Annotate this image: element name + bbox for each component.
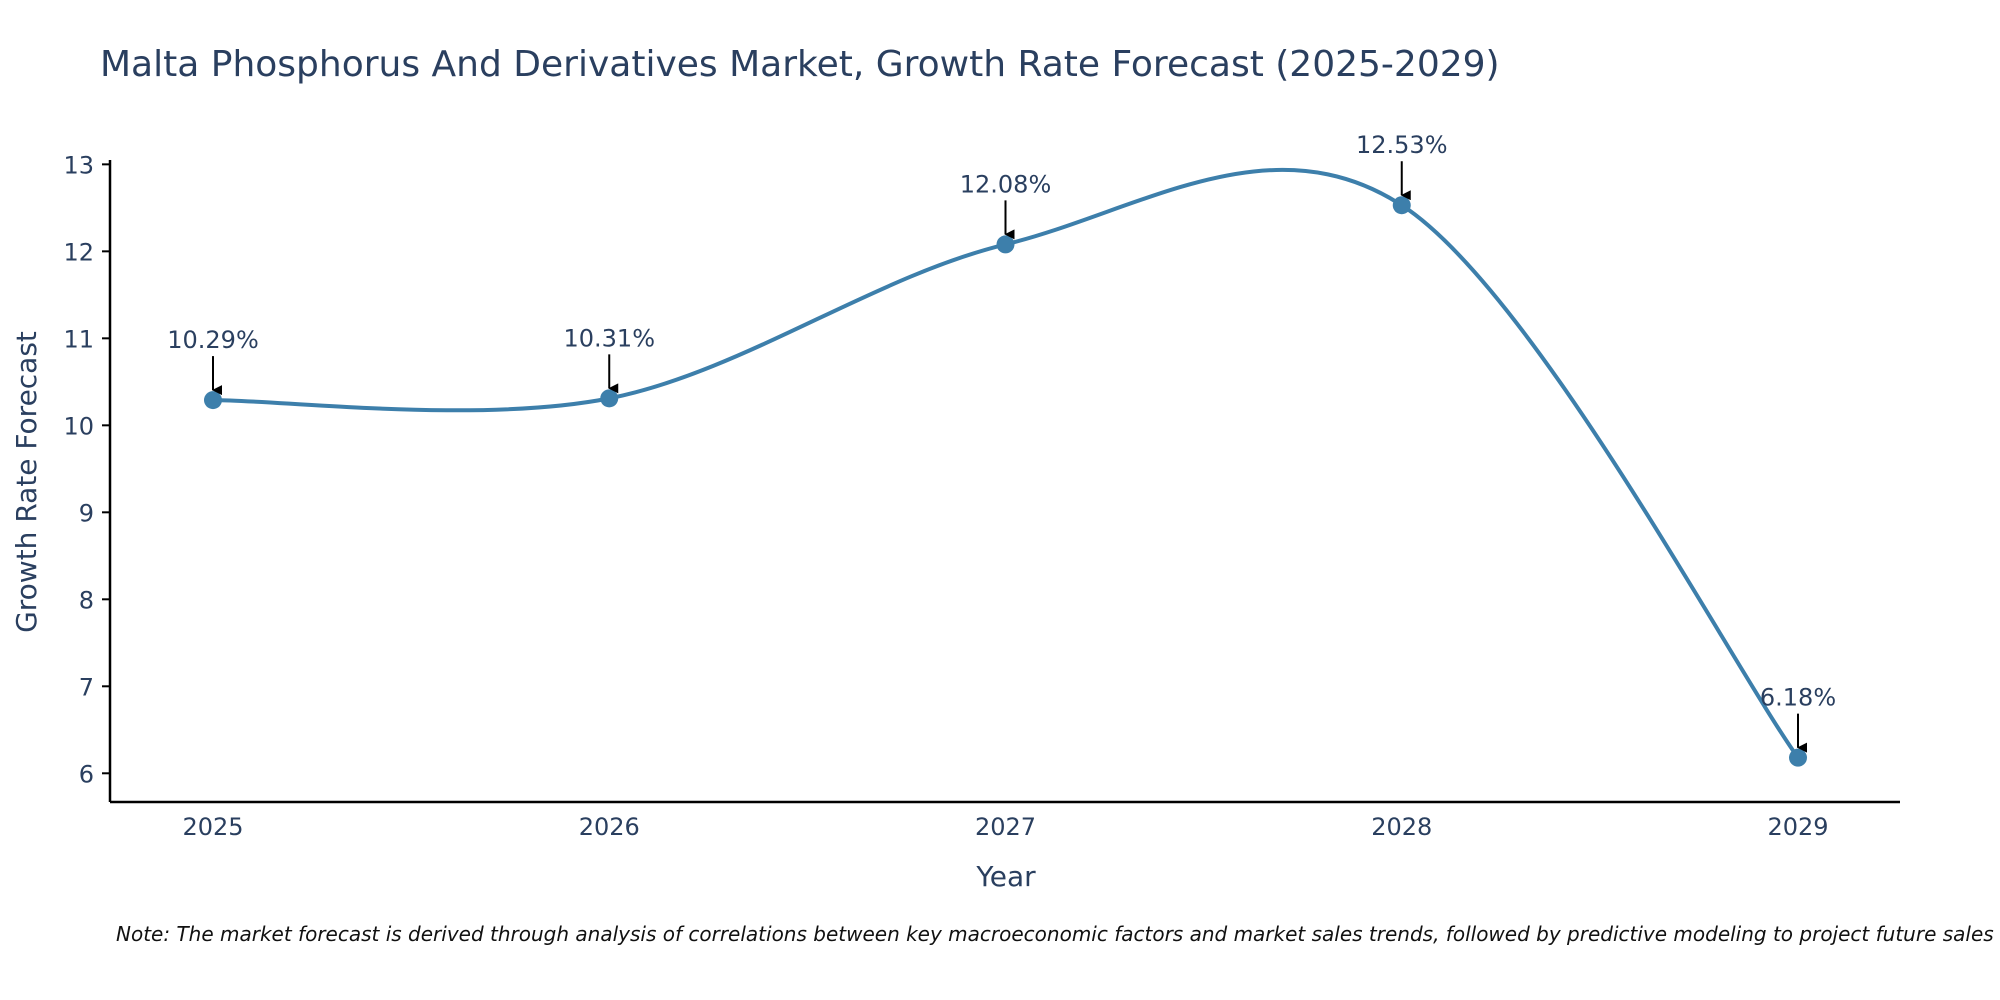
y-tick-label: 6: [79, 760, 94, 788]
y-tick-label: 12: [63, 238, 94, 266]
chart-note: Note: The market forecast is derived thr…: [116, 922, 1994, 946]
data-label: 12.08%: [960, 170, 1052, 198]
data-point-2027[interactable]: [996, 235, 1015, 254]
data-point-2029[interactable]: [1789, 748, 1807, 767]
y-tick-label: 13: [63, 151, 94, 179]
x-axis-title: Year: [975, 860, 1036, 893]
y-tick-label: 8: [79, 586, 94, 614]
x-tick-label: 2025: [182, 813, 243, 841]
y-axis-title: Growth Rate Forecast: [10, 331, 43, 633]
data-label: 10.31%: [563, 324, 655, 352]
x-tick-label: 2026: [579, 813, 640, 841]
chart-title: Malta Phosphorus And Derivatives Market,…: [100, 44, 1500, 85]
y-tick-label: 10: [63, 412, 94, 440]
x-tick-label: 2028: [1371, 813, 1432, 841]
data-point-2025[interactable]: [204, 391, 222, 410]
y-tick-label: 11: [63, 325, 94, 353]
data-point-2028[interactable]: [1392, 196, 1411, 215]
y-tick-label: 7: [79, 673, 94, 701]
data-label: 10.29%: [167, 326, 259, 354]
x-tick-label: 2027: [975, 813, 1036, 841]
data-label: 6.18%: [1760, 684, 1836, 712]
x-tick-label: 2029: [1767, 813, 1828, 841]
series-line: [212, 167, 1800, 759]
data-label: 12.53%: [1356, 131, 1448, 159]
y-tick-label: 9: [79, 499, 94, 527]
data-point-2026[interactable]: [600, 389, 619, 408]
